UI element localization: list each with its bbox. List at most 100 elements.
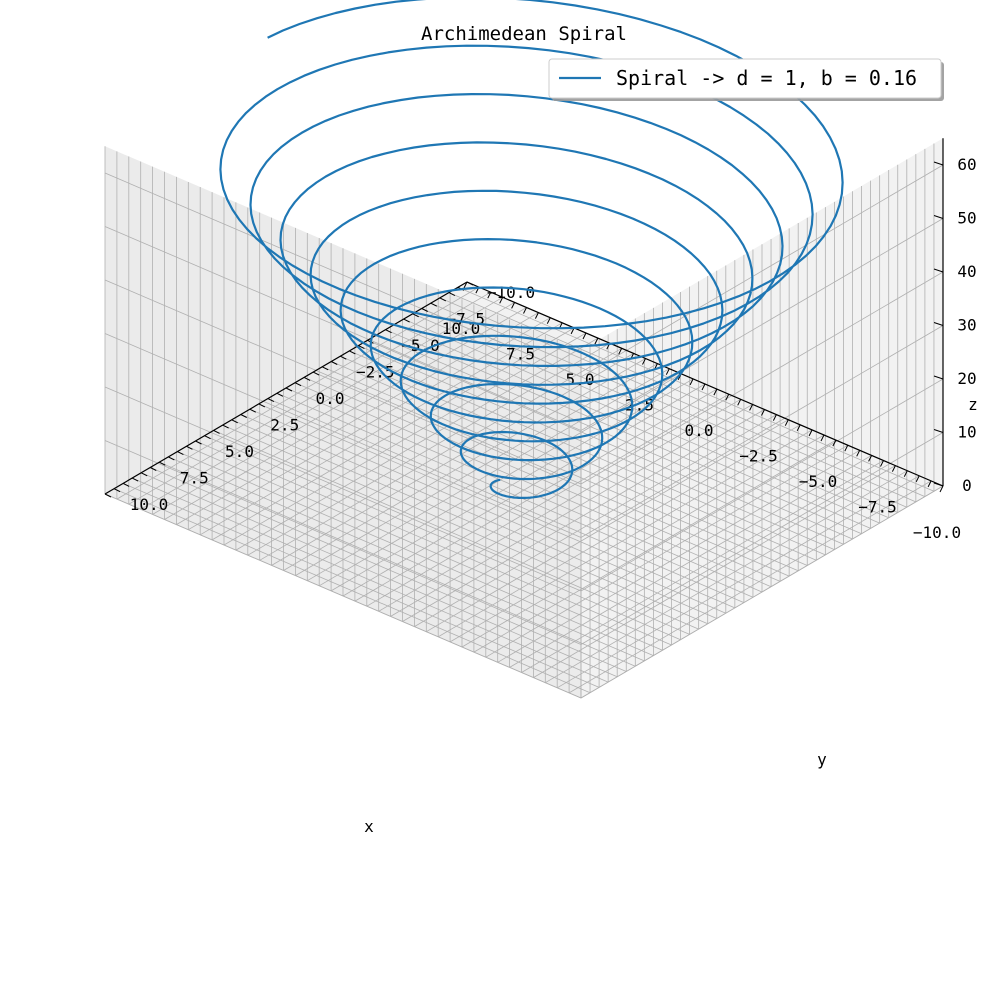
x-tick-mark bbox=[784, 419, 789, 426]
x-tick-label: 7.5 bbox=[506, 345, 535, 364]
x-tick-mark bbox=[689, 378, 694, 386]
x-tick-mark bbox=[880, 460, 884, 467]
y-tick-mark bbox=[340, 355, 347, 360]
y-tick-mark bbox=[466, 281, 474, 286]
floor-grid-line-x bbox=[235, 337, 599, 551]
legend-entry-label: Spiral -> d = 1, b = 0.16 bbox=[616, 66, 917, 90]
x-tick-mark bbox=[642, 358, 646, 365]
z-tick-mark bbox=[933, 161, 944, 166]
y-tick-mark bbox=[131, 477, 139, 482]
y-tick-mark bbox=[140, 472, 148, 477]
z-tick-mark bbox=[933, 215, 944, 219]
floor-grid-line-x bbox=[164, 307, 527, 520]
y-tick-label: 0.0 bbox=[316, 389, 345, 408]
z-tick-label: 0 bbox=[962, 476, 972, 495]
floor-grid-line-y bbox=[249, 408, 726, 614]
x-tick-mark bbox=[844, 444, 849, 452]
floor-grid-line-y bbox=[113, 488, 591, 694]
y-tick-label: −5.0 bbox=[401, 336, 440, 355]
x-tick-mark bbox=[891, 465, 896, 472]
floor-grid-line-y bbox=[267, 398, 745, 603]
z-tick-label: 40 bbox=[957, 262, 976, 281]
floor-grid-line-y bbox=[159, 461, 636, 667]
x-tick-mark bbox=[737, 399, 742, 406]
x-tick-mark bbox=[713, 388, 718, 396]
legend: Spiral -> d = 1, b = 0.16 bbox=[548, 58, 944, 101]
x-tick-label: −5.0 bbox=[799, 472, 838, 491]
chart-title: Archimedean Spiral bbox=[421, 23, 627, 45]
x-tick-mark bbox=[772, 414, 777, 421]
x-tick-mark bbox=[499, 297, 504, 304]
x-tick-mark bbox=[808, 429, 813, 437]
floor-grid-line-y bbox=[231, 419, 708, 625]
y-tick-label: −10.0 bbox=[487, 283, 535, 302]
x-tick-mark bbox=[594, 337, 599, 345]
y-tick-mark bbox=[430, 302, 438, 307]
y-tick-mark bbox=[168, 456, 175, 461]
floor-grid-line-y bbox=[285, 387, 763, 593]
y-tick-mark bbox=[267, 398, 275, 403]
z-tick-label: 10 bbox=[957, 423, 976, 442]
x-tick-label: 0.0 bbox=[685, 421, 714, 440]
floor-grid-line-y bbox=[177, 451, 654, 656]
floor-grid-line-x bbox=[199, 322, 563, 536]
x-tick-mark bbox=[582, 332, 587, 340]
back-x-grid-horizontal bbox=[580, 218, 944, 431]
floor-grid-line-y bbox=[222, 424, 699, 630]
y-tick-mark bbox=[104, 493, 112, 498]
x-axis-label: x bbox=[364, 817, 374, 836]
floor-grid-line-y bbox=[195, 440, 672, 646]
y-axis-label: y bbox=[817, 750, 827, 769]
x-tick-label: 5.0 bbox=[566, 370, 595, 389]
y-tick-mark bbox=[177, 451, 184, 456]
y-tick-mark bbox=[213, 429, 220, 434]
y-tick-mark bbox=[312, 371, 320, 376]
z-tick-mark bbox=[933, 322, 944, 326]
z-tick-mark bbox=[933, 375, 944, 380]
x-tick-mark bbox=[868, 455, 873, 462]
z-axis-label: z bbox=[968, 395, 978, 414]
y-tick-mark bbox=[421, 308, 428, 312]
y-tick-mark bbox=[285, 387, 293, 392]
x-tick-mark bbox=[856, 450, 861, 457]
x-tick-mark bbox=[701, 383, 706, 391]
y-tick-label: 7.5 bbox=[180, 469, 209, 488]
floor-grid-line-y bbox=[131, 477, 609, 683]
floor-grid-line-y bbox=[258, 403, 736, 609]
floor-grid-line-x bbox=[283, 358, 646, 571]
back-y-grid-horizontal bbox=[104, 386, 582, 592]
y-tick-mark bbox=[385, 329, 392, 334]
x-tick-mark bbox=[761, 409, 765, 416]
z-tick-mark bbox=[933, 482, 944, 487]
x-tick-mark bbox=[463, 281, 468, 289]
y-tick-mark bbox=[349, 350, 356, 355]
z-tick-mark bbox=[933, 268, 944, 273]
axes-panes bbox=[105, 138, 943, 698]
y-tick-mark bbox=[294, 382, 302, 387]
back-x-grid-horizontal bbox=[580, 271, 944, 485]
back-y-grid-horizontal bbox=[104, 279, 582, 485]
y-tick-mark bbox=[159, 461, 166, 466]
floor-grid-line-y bbox=[168, 456, 645, 662]
x-tick-mark bbox=[820, 434, 825, 442]
x-tick-mark bbox=[915, 475, 920, 483]
floor-grid-line-x bbox=[271, 353, 634, 566]
back-y-grid-horizontal bbox=[104, 333, 582, 538]
y-tick-mark bbox=[222, 424, 229, 429]
x-tick-mark bbox=[832, 439, 837, 447]
floor-grid-line-y bbox=[186, 445, 663, 651]
y-tick-mark bbox=[195, 440, 202, 445]
y-tick-mark bbox=[448, 292, 456, 297]
floor-grid-line-y bbox=[240, 414, 717, 619]
floor-grid-line-y bbox=[204, 435, 681, 641]
floor-grid-line-y bbox=[150, 467, 627, 672]
y-tick-mark bbox=[258, 403, 266, 408]
x-tick-mark bbox=[796, 424, 801, 432]
y-tick-mark bbox=[249, 408, 257, 413]
x-tick-mark bbox=[487, 291, 492, 299]
back-y-grid-horizontal bbox=[104, 172, 582, 378]
y-tick-mark bbox=[186, 445, 193, 450]
y-tick-mark bbox=[303, 376, 311, 381]
x-tick-mark bbox=[927, 480, 932, 488]
floor-grid-line-y bbox=[276, 392, 754, 598]
